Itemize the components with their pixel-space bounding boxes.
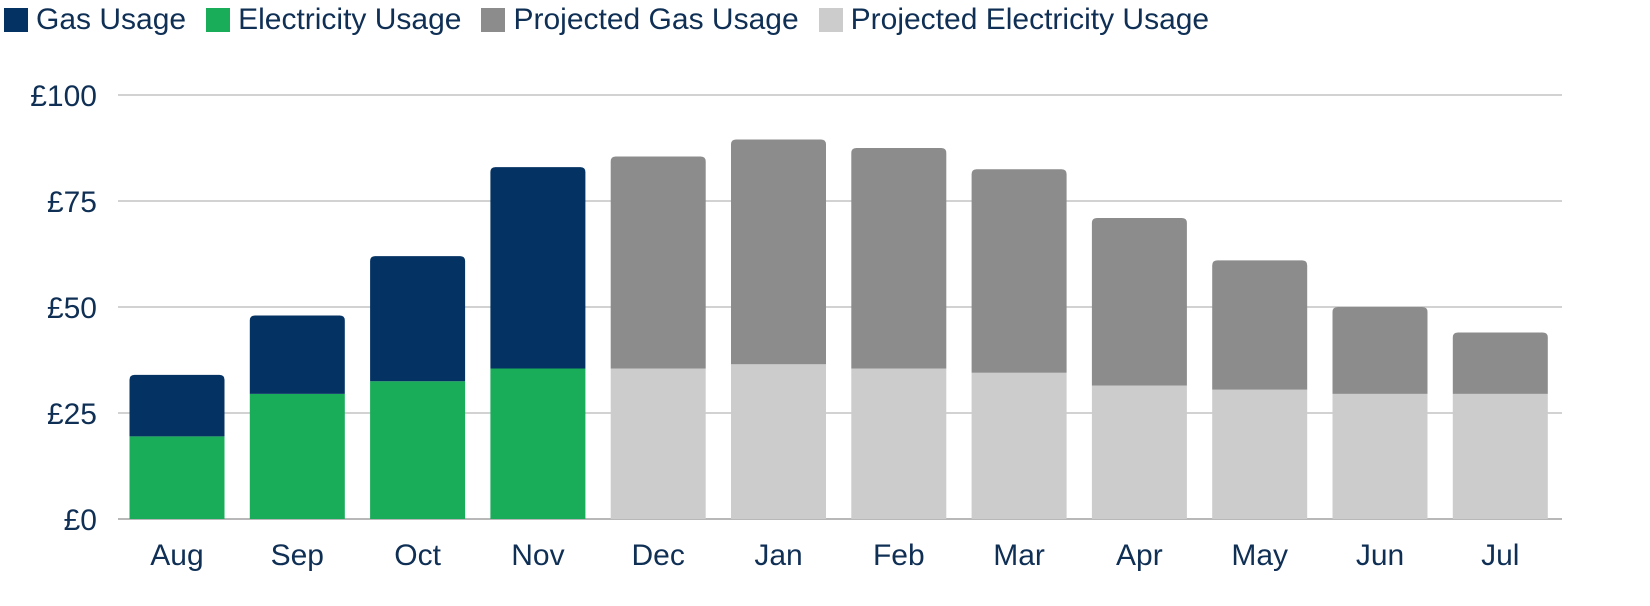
bar-segment-projected-gas-usage — [1212, 260, 1308, 390]
x-tick-label: Oct — [394, 539, 441, 572]
bar-segment-projected-electricity-usage — [851, 368, 947, 519]
x-tick-label: Sep — [271, 539, 324, 572]
legend-item-gas: Gas Usage — [4, 3, 186, 37]
y-tick-label: £0 — [64, 504, 97, 537]
legend-swatch-projected-gas — [481, 8, 506, 32]
bar-segment-projected-gas-usage — [610, 156, 706, 369]
legend-item-projected-gas: Projected Gas Usage — [481, 3, 799, 37]
bar-segment-gas-usage — [370, 256, 466, 382]
bar-segment-projected-electricity-usage — [731, 364, 826, 519]
x-tick-label: Apr — [1116, 539, 1163, 572]
bar-segment-projected-electricity-usage — [1091, 385, 1187, 519]
bar-segment-electricity-usage — [370, 381, 466, 519]
y-tick-label: £50 — [47, 292, 97, 325]
bar-segment-gas-usage — [249, 315, 345, 394]
bar-segment-projected-gas-usage — [971, 169, 1067, 373]
bar-segment-electricity-usage — [129, 436, 225, 519]
x-tick-label: Dec — [632, 539, 685, 572]
bar-segment-gas-usage — [490, 167, 586, 369]
legend-label-electricity: Electricity Usage — [238, 3, 462, 36]
bar-segment-projected-gas-usage — [1091, 217, 1187, 386]
x-tick-label: May — [1231, 539, 1288, 572]
x-tick-label: Jul — [1481, 539, 1519, 572]
bar-segment-projected-electricity-usage — [1452, 393, 1548, 519]
bar-segment-projected-electricity-usage — [1212, 389, 1308, 519]
y-tick-label: £75 — [47, 186, 97, 219]
bar-segment-electricity-usage — [490, 368, 586, 519]
bar-segment-gas-usage — [129, 374, 225, 437]
x-tick-label: Jun — [1356, 539, 1404, 572]
bar-segment-electricity-usage — [249, 393, 345, 519]
legend-item-electricity: Electricity Usage — [206, 3, 461, 37]
x-tick-label: Nov — [511, 539, 564, 572]
legend-label-gas: Gas Usage — [36, 3, 187, 36]
legend-swatch-electricity — [206, 8, 231, 32]
bar-segment-projected-electricity-usage — [1332, 393, 1428, 519]
legend-label-projected-electricity: Projected Electricity Usage — [850, 3, 1210, 36]
chart-legend: Gas Usage Electricity Usage Projected Ga… — [4, 0, 1229, 40]
legend-item-projected-electricity: Projected Electricity Usage — [818, 3, 1210, 37]
bar-segment-projected-gas-usage — [731, 139, 826, 365]
y-tick-label: £100 — [30, 80, 97, 113]
bar-segment-projected-gas-usage — [851, 148, 947, 369]
x-tick-label: Aug — [150, 539, 203, 572]
x-tick-label: Mar — [993, 539, 1045, 572]
legend-label-projected-gas: Projected Gas Usage — [513, 3, 799, 36]
x-tick-label: Jan — [754, 539, 802, 572]
bar-segment-projected-electricity-usage — [610, 368, 706, 519]
x-tick-label: Feb — [873, 539, 925, 572]
legend-swatch-projected-electricity — [818, 8, 843, 32]
legend-swatch-gas — [4, 8, 28, 32]
y-tick-label: £25 — [47, 398, 97, 431]
bar-segment-projected-gas-usage — [1332, 307, 1428, 394]
bar-segment-projected-electricity-usage — [971, 372, 1067, 519]
bar-segment-projected-gas-usage — [1452, 332, 1548, 394]
